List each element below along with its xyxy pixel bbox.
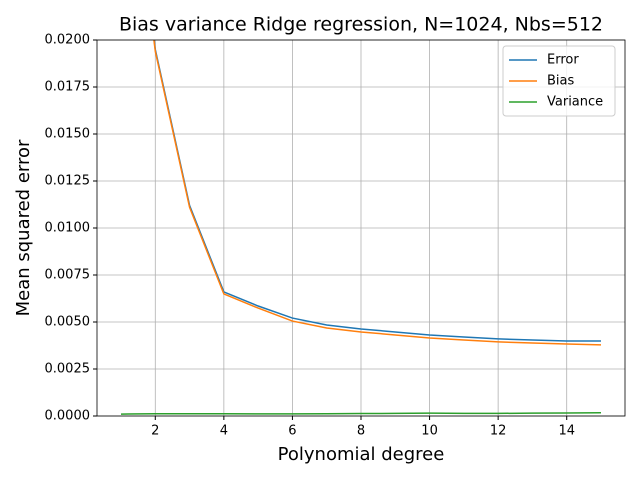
y-tick-label: 0.0125 [45,174,91,189]
x-tick-label: 14 [558,424,575,439]
y-tick-label: 0.0175 [45,80,91,95]
x-tick-label: 12 [490,424,507,439]
x-axis-label: Polynomial degree [278,444,445,465]
x-tick-label: 4 [220,424,228,439]
y-tick-label: 0.0000 [45,409,91,424]
chart-title: Bias variance Ridge regression, N=1024, … [119,14,603,36]
y-tick-label: 0.0100 [45,221,91,236]
y-tick-label: 0.0150 [45,127,91,142]
y-tick-label: 0.0075 [45,268,91,283]
y-tick-label: 0.0200 [45,33,91,48]
data-line [120,412,602,415]
y-axis-label: Mean squared error [13,139,34,316]
plot-area [120,40,602,415]
legend-label: Error [547,53,579,68]
x-tick-label: 8 [357,424,365,439]
data-line [153,40,602,346]
y-tick-label: 0.0025 [45,362,91,377]
x-tick-label: 2 [151,424,159,439]
legend-box [502,45,616,117]
axes-frame [96,39,626,417]
x-tick-label: 6 [288,424,296,439]
y-tick-label: 0.0050 [45,315,91,330]
legend-label: Bias [547,74,574,89]
x-tick-label: 10 [421,424,438,439]
legend-label: Variance [547,95,603,110]
